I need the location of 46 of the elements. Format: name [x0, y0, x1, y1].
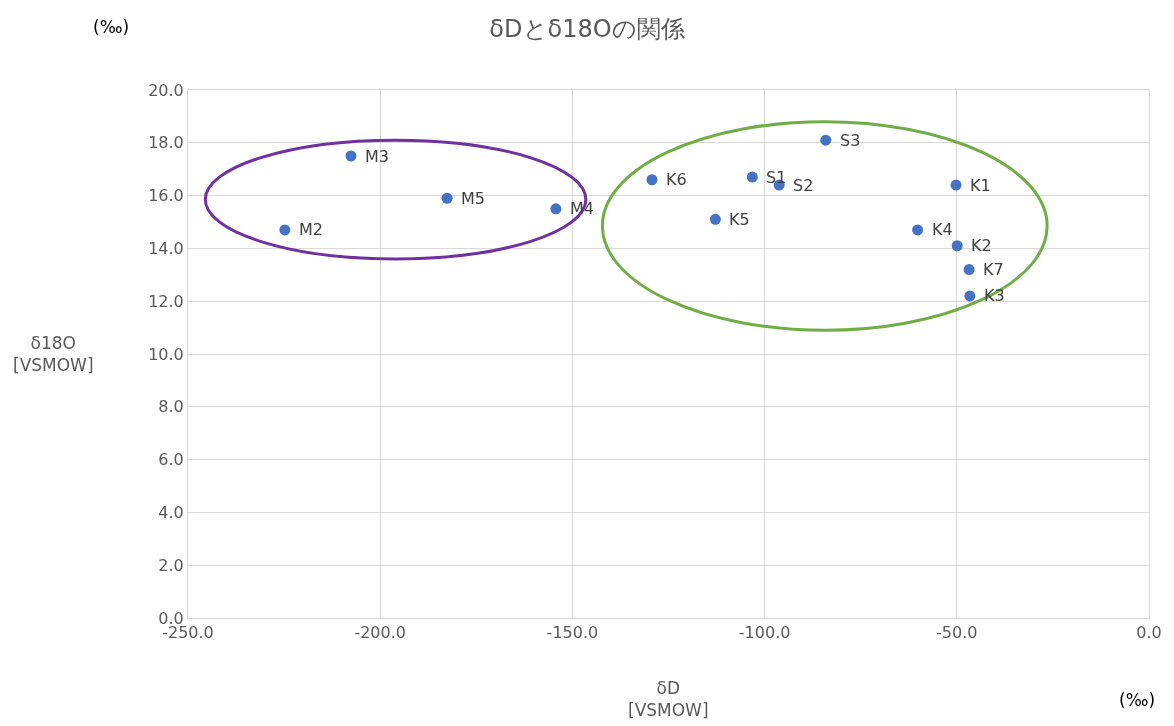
x-tick-label: -250.0 [162, 623, 214, 643]
point [345, 150, 357, 162]
point [912, 224, 924, 236]
annotation: M2 [299, 220, 323, 239]
point [279, 224, 291, 236]
annotation: M5 [461, 189, 485, 208]
annotation: K1 [970, 176, 991, 195]
y-axis-title: δ18O [VSMOW] [13, 333, 94, 376]
y-tick-label: 18.0 [148, 133, 184, 153]
point [646, 174, 658, 186]
y-tick-label: 2.0 [158, 555, 184, 575]
x-tick-label: -150.0 [546, 623, 599, 643]
y-tick-label: 12.0 [148, 291, 184, 311]
point [441, 192, 453, 204]
y-tick-label: 14.0 [148, 239, 184, 258]
x-tick-label: -100.0 [738, 623, 791, 643]
annotation: K2 [971, 236, 992, 255]
annotation: S1 [766, 168, 787, 187]
point [964, 290, 976, 302]
y-tick-label: 20.0 [148, 80, 184, 100]
x-tick-label: -50.0 [936, 623, 978, 643]
y-tick-label: 4.0 [158, 503, 184, 522]
annotation: K5 [729, 210, 750, 229]
point [709, 213, 721, 225]
annotation: S2 [793, 176, 814, 195]
point [820, 134, 832, 146]
annotation: M3 [365, 147, 389, 166]
point [550, 203, 562, 215]
annotation: K4 [932, 220, 953, 239]
x-tick-label: 0.0 [1136, 623, 1162, 643]
point [746, 171, 758, 183]
y-tick-label: 6.0 [158, 450, 184, 470]
text: (‰) [93, 17, 130, 37]
annotation: S3 [840, 131, 861, 150]
y-tick-label: 8.0 [158, 397, 184, 417]
x-axis-title: δD [VSMOW] [628, 678, 709, 721]
y-tick-label: 16.0 [148, 186, 184, 206]
point [963, 264, 975, 276]
y-tick-label: 10.0 [148, 344, 184, 364]
point [951, 240, 963, 252]
x-tick-label: -200.0 [354, 623, 406, 643]
annotation: K6 [666, 170, 687, 189]
point [950, 179, 962, 191]
text: (‰) [1119, 690, 1156, 710]
chart-title: δDとδ18Oの関係 [489, 15, 685, 44]
annotation: K7 [983, 260, 1004, 279]
